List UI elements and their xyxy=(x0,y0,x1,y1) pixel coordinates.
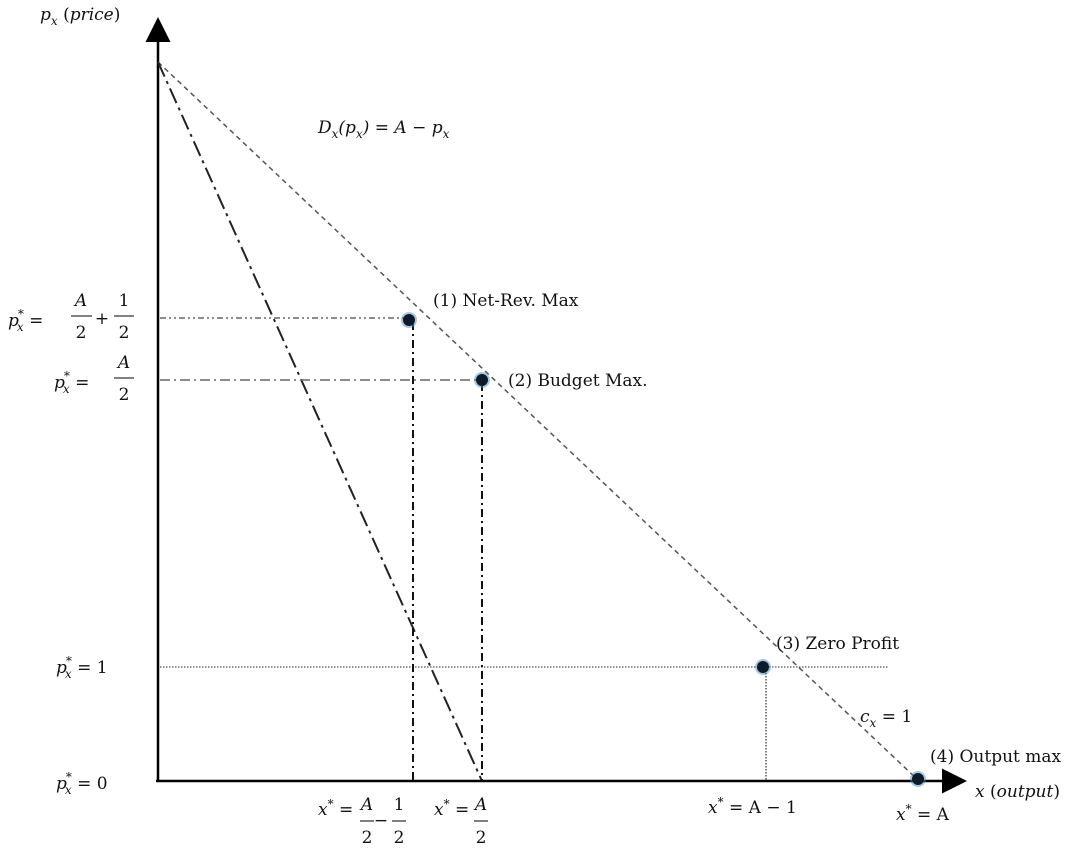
svg-text:2: 2 xyxy=(362,828,373,848)
svg-text:1: 1 xyxy=(119,291,130,311)
svg-text:A: A xyxy=(359,795,373,815)
cost-label: cx = 1 xyxy=(860,707,912,730)
y-label-budget: p* x = A 2 xyxy=(54,353,134,405)
svg-text:2: 2 xyxy=(119,385,130,405)
label-net-rev-max: (1) Net-Rev. Max xyxy=(433,291,579,311)
x-axis-title: x (output) xyxy=(975,782,1060,802)
y-label-zero-profit: p* x = 1 xyxy=(56,654,108,681)
point-budget-max xyxy=(474,372,490,388)
point-zero-profit xyxy=(755,659,771,675)
label-budget-max: (2) Budget Max. xyxy=(508,371,648,391)
y-axis-title: px (price) xyxy=(40,5,120,28)
x-label-budget: x* = A 2 xyxy=(434,795,488,848)
svg-text:2: 2 xyxy=(76,323,87,343)
svg-text:A: A xyxy=(473,795,487,815)
svg-text:p*x =: p* x = xyxy=(54,369,89,396)
svg-text:2: 2 xyxy=(476,828,487,848)
label-output-max: (4) Output max xyxy=(930,747,1062,767)
svg-text:x* =: x* = xyxy=(434,797,469,820)
y-label-net-rev: p* x = A 2 + 1 2 xyxy=(8,291,134,343)
label-zero-profit: (3) Zero Profit xyxy=(776,634,899,654)
x-label-zero-profit: x* = A − 1 xyxy=(708,795,797,818)
demand-line xyxy=(157,61,919,781)
svg-text:x* =: x* = xyxy=(318,797,353,820)
svg-text:A: A xyxy=(73,291,87,311)
svg-text:+: + xyxy=(95,309,109,329)
x-label-net-rev: x* = A 2 − 1 2 xyxy=(318,795,406,848)
point-net-rev-max xyxy=(401,312,417,328)
point-output-max xyxy=(910,771,926,787)
marginal-revenue-line xyxy=(157,61,483,782)
svg-text:1: 1 xyxy=(394,795,405,815)
y-label-zero: p* x = 0 xyxy=(56,770,108,797)
svg-text:−: − xyxy=(374,811,388,831)
demand-equation: Dx(px) = A − px xyxy=(317,118,450,141)
svg-text:p*x =: p* x = xyxy=(8,307,43,334)
svg-text:2: 2 xyxy=(119,323,130,343)
svg-text:2: 2 xyxy=(394,828,405,848)
x-label-output-max: x* = A xyxy=(896,802,950,825)
svg-text:A: A xyxy=(116,353,130,373)
